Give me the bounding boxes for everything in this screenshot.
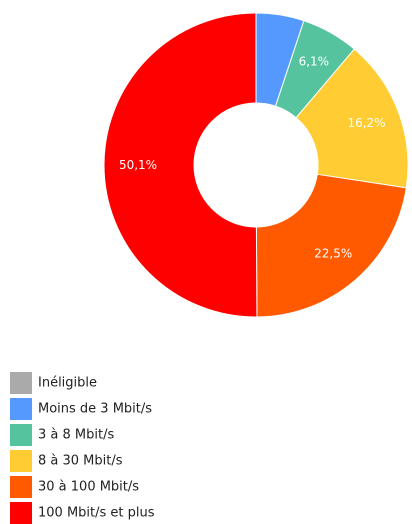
- legend-label: Moins de 3 Mbit/s: [38, 402, 152, 417]
- legend-swatch: [10, 372, 32, 394]
- donut-slice: [103, 12, 258, 318]
- donut-slice: [255, 173, 407, 318]
- legend-label: Inéligible: [38, 376, 97, 391]
- legend-swatch: [10, 502, 32, 524]
- slice-label: 22,5%: [314, 247, 352, 261]
- legend-swatch: [10, 424, 32, 446]
- legend-label: 100 Mbit/s et plus: [38, 506, 155, 521]
- legend-label: 3 à 8 Mbit/s: [38, 428, 114, 443]
- legend-label: 30 à 100 Mbit/s: [38, 480, 139, 495]
- slice-label: 6,1%: [299, 55, 330, 69]
- slice-label: 50,1%: [119, 158, 157, 172]
- legend-swatch: [10, 476, 32, 498]
- legend-label: 8 à 30 Mbit/s: [38, 454, 123, 469]
- legend-swatch: [10, 398, 32, 420]
- donut-slice: [295, 48, 409, 189]
- legend-swatch: [10, 450, 32, 472]
- slice-label: 16,2%: [347, 116, 385, 130]
